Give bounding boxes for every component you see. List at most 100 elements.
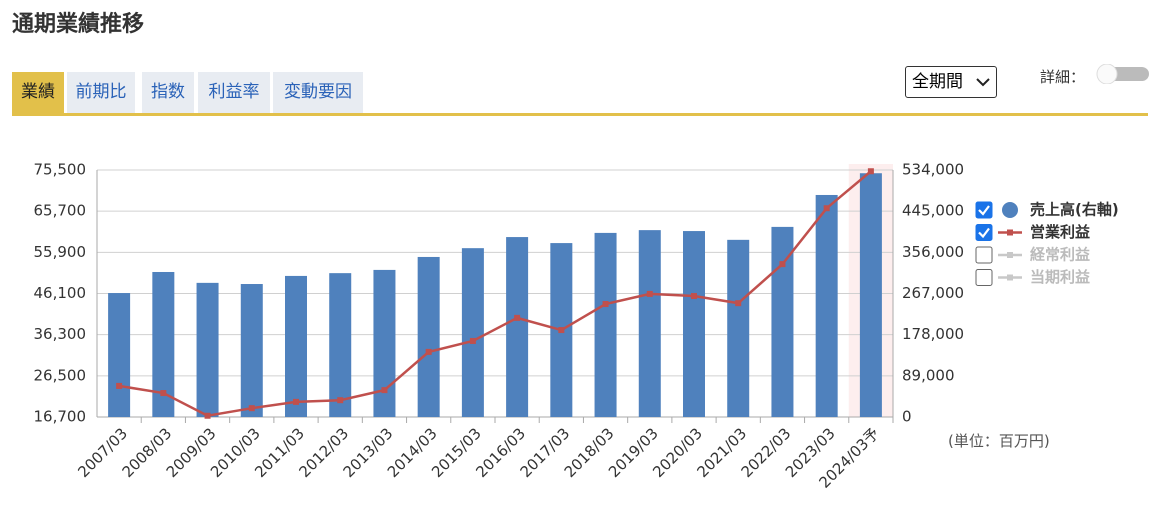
bar bbox=[240, 284, 263, 417]
legend-checkbox bbox=[975, 269, 993, 286]
y-tick-label: 36,300 bbox=[34, 325, 87, 343]
legend-swatch-marker bbox=[1007, 252, 1013, 258]
tab[interactable]: 指数 bbox=[142, 72, 194, 113]
bar bbox=[771, 226, 794, 417]
x-tick-label: 2015/03 bbox=[428, 424, 485, 481]
line-marker bbox=[160, 390, 167, 397]
x-tick-label: 2017/03 bbox=[517, 424, 574, 481]
period-select[interactable]: 全期間 bbox=[905, 66, 997, 98]
x-tick-label: 2024/03予 bbox=[815, 424, 882, 491]
bar bbox=[417, 256, 440, 417]
legend-check bbox=[978, 205, 990, 216]
bar bbox=[461, 248, 484, 417]
line-marker bbox=[469, 337, 476, 344]
y-tick-label: 16,700 bbox=[34, 408, 87, 426]
line-marker bbox=[823, 205, 830, 212]
line-marker bbox=[646, 290, 653, 297]
bar bbox=[108, 293, 131, 417]
forecast-highlight bbox=[848, 164, 893, 417]
bar bbox=[594, 232, 617, 417]
x-tick-label: 2023/03 bbox=[782, 424, 839, 481]
y-tick-label: 46,100 bbox=[34, 284, 87, 302]
y2-tick-label: 89,000 bbox=[902, 366, 955, 384]
x-tick-label: 2022/03 bbox=[738, 424, 795, 481]
line-marker bbox=[735, 300, 742, 307]
legend-swatch-marker bbox=[1007, 229, 1013, 236]
line-marker bbox=[381, 387, 388, 394]
x-tick-label: 2009/03 bbox=[163, 424, 220, 481]
bar bbox=[727, 239, 750, 417]
bar bbox=[859, 173, 882, 417]
x-tick-label: 2019/03 bbox=[605, 424, 662, 481]
legend-check bbox=[978, 227, 990, 239]
detail-toggle[interactable] bbox=[1095, 64, 1149, 84]
x-tick-label: 2020/03 bbox=[649, 424, 706, 481]
line-marker bbox=[337, 397, 344, 404]
y-tick-label: 55,900 bbox=[34, 243, 87, 261]
line-marker bbox=[867, 168, 874, 175]
legend-label: 売上高(右軸) bbox=[1030, 201, 1119, 219]
x-tick-label: 2008/03 bbox=[119, 424, 176, 481]
x-tick-label: 2007/03 bbox=[74, 424, 131, 481]
tab-underline bbox=[12, 113, 1148, 116]
unit-note: (単位：百万円) bbox=[948, 432, 1050, 450]
y2-tick-label: 356,000 bbox=[902, 243, 964, 261]
tab[interactable]: 業績 bbox=[12, 72, 64, 113]
bar bbox=[152, 271, 175, 417]
tab[interactable]: 前期比 bbox=[67, 72, 135, 113]
bar bbox=[373, 269, 396, 417]
legend-label: 当期利益 bbox=[1030, 268, 1090, 286]
legend-swatch-marker bbox=[1007, 274, 1013, 281]
bar bbox=[506, 237, 529, 417]
line-marker bbox=[691, 293, 697, 300]
bar bbox=[329, 273, 352, 417]
line-marker bbox=[204, 412, 211, 419]
y2-tick-label: 267,000 bbox=[902, 284, 964, 302]
x-tick-label: 2012/03 bbox=[295, 424, 352, 481]
period-select-text: 全期間 bbox=[912, 72, 963, 92]
x-tick-label: 2016/03 bbox=[472, 424, 529, 481]
line-marker bbox=[116, 382, 123, 389]
x-tick-label: 2014/03 bbox=[384, 424, 441, 481]
bar bbox=[285, 275, 307, 417]
line-marker bbox=[558, 327, 565, 334]
line bbox=[118, 170, 872, 418]
legend-checkbox bbox=[975, 246, 993, 264]
detail-label: 詳細： bbox=[1040, 68, 1086, 86]
y2-tick-label: 178,000 bbox=[902, 325, 964, 343]
line-marker bbox=[425, 348, 432, 355]
x-tick-label: 2010/03 bbox=[207, 424, 264, 481]
bar bbox=[550, 243, 573, 417]
legend-swatch bbox=[1002, 202, 1018, 218]
bar bbox=[815, 194, 838, 417]
bar bbox=[196, 282, 219, 417]
x-tick-label: 2011/03 bbox=[251, 424, 308, 481]
y-tick-label: 65,700 bbox=[34, 202, 87, 220]
page-title: 通期業績推移 bbox=[12, 12, 145, 37]
tab[interactable]: 変動要因 bbox=[273, 72, 363, 113]
line-marker bbox=[248, 405, 255, 412]
line-marker bbox=[602, 301, 609, 308]
legend-label: 経常利益 bbox=[1030, 246, 1090, 264]
y2-tick-label: 0 bbox=[902, 408, 912, 426]
y2-tick-label: 445,000 bbox=[902, 202, 964, 220]
legend-label: 営業利益 bbox=[1030, 223, 1090, 241]
bar bbox=[638, 230, 661, 417]
bar bbox=[683, 231, 705, 417]
y-tick-label: 75,500 bbox=[34, 161, 87, 179]
x-tick-label: 2021/03 bbox=[693, 424, 750, 481]
legend-checkbox bbox=[975, 201, 993, 219]
legend-item: 売上高(右軸) bbox=[975, 201, 1119, 219]
line-marker bbox=[779, 261, 786, 268]
chevron bbox=[976, 78, 990, 87]
line-marker bbox=[514, 314, 521, 321]
legend-item: 営業利益 bbox=[975, 223, 1090, 241]
legend-item: 当期利益 bbox=[975, 268, 1090, 286]
y-tick-label: 26,500 bbox=[34, 366, 87, 384]
legend-checkbox bbox=[975, 224, 993, 241]
tab[interactable]: 利益率 bbox=[198, 72, 270, 113]
x-tick-label: 2018/03 bbox=[561, 424, 618, 481]
y2-tick-label: 534,000 bbox=[902, 161, 964, 179]
legend-item: 経常利益 bbox=[975, 246, 1090, 264]
